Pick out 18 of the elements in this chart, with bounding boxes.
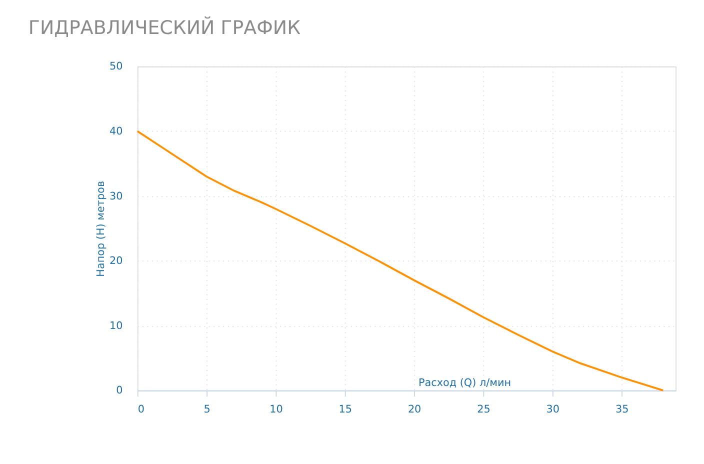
x-tick-label: 25	[477, 404, 490, 416]
y-tick-label: 10	[109, 320, 123, 332]
line-series	[136, 130, 664, 392]
y-tick-label: 40	[109, 126, 123, 138]
x-tick-label: 15	[338, 404, 352, 416]
x-tick-label: 10	[270, 404, 283, 416]
y-axis-title: Напор (H) метров	[94, 180, 107, 277]
x-axis-title: Расход (Q) л/мин	[418, 377, 512, 390]
x-tick-label: 0	[138, 404, 144, 416]
x-tick-label: 5	[204, 404, 210, 416]
x-tick-label: 30	[546, 404, 560, 416]
y-tick-label: 30	[109, 190, 123, 202]
x-tick-label: 35	[615, 404, 629, 416]
x-tick-label: 20	[408, 404, 422, 416]
y-tick-label: 0	[116, 384, 123, 397]
y-tick-label: 50	[109, 60, 123, 73]
y-tick-label: 20	[109, 255, 123, 268]
chart-title: ГИДРАВЛИЧЕСКИЙ ГРАФИК	[28, 16, 302, 40]
